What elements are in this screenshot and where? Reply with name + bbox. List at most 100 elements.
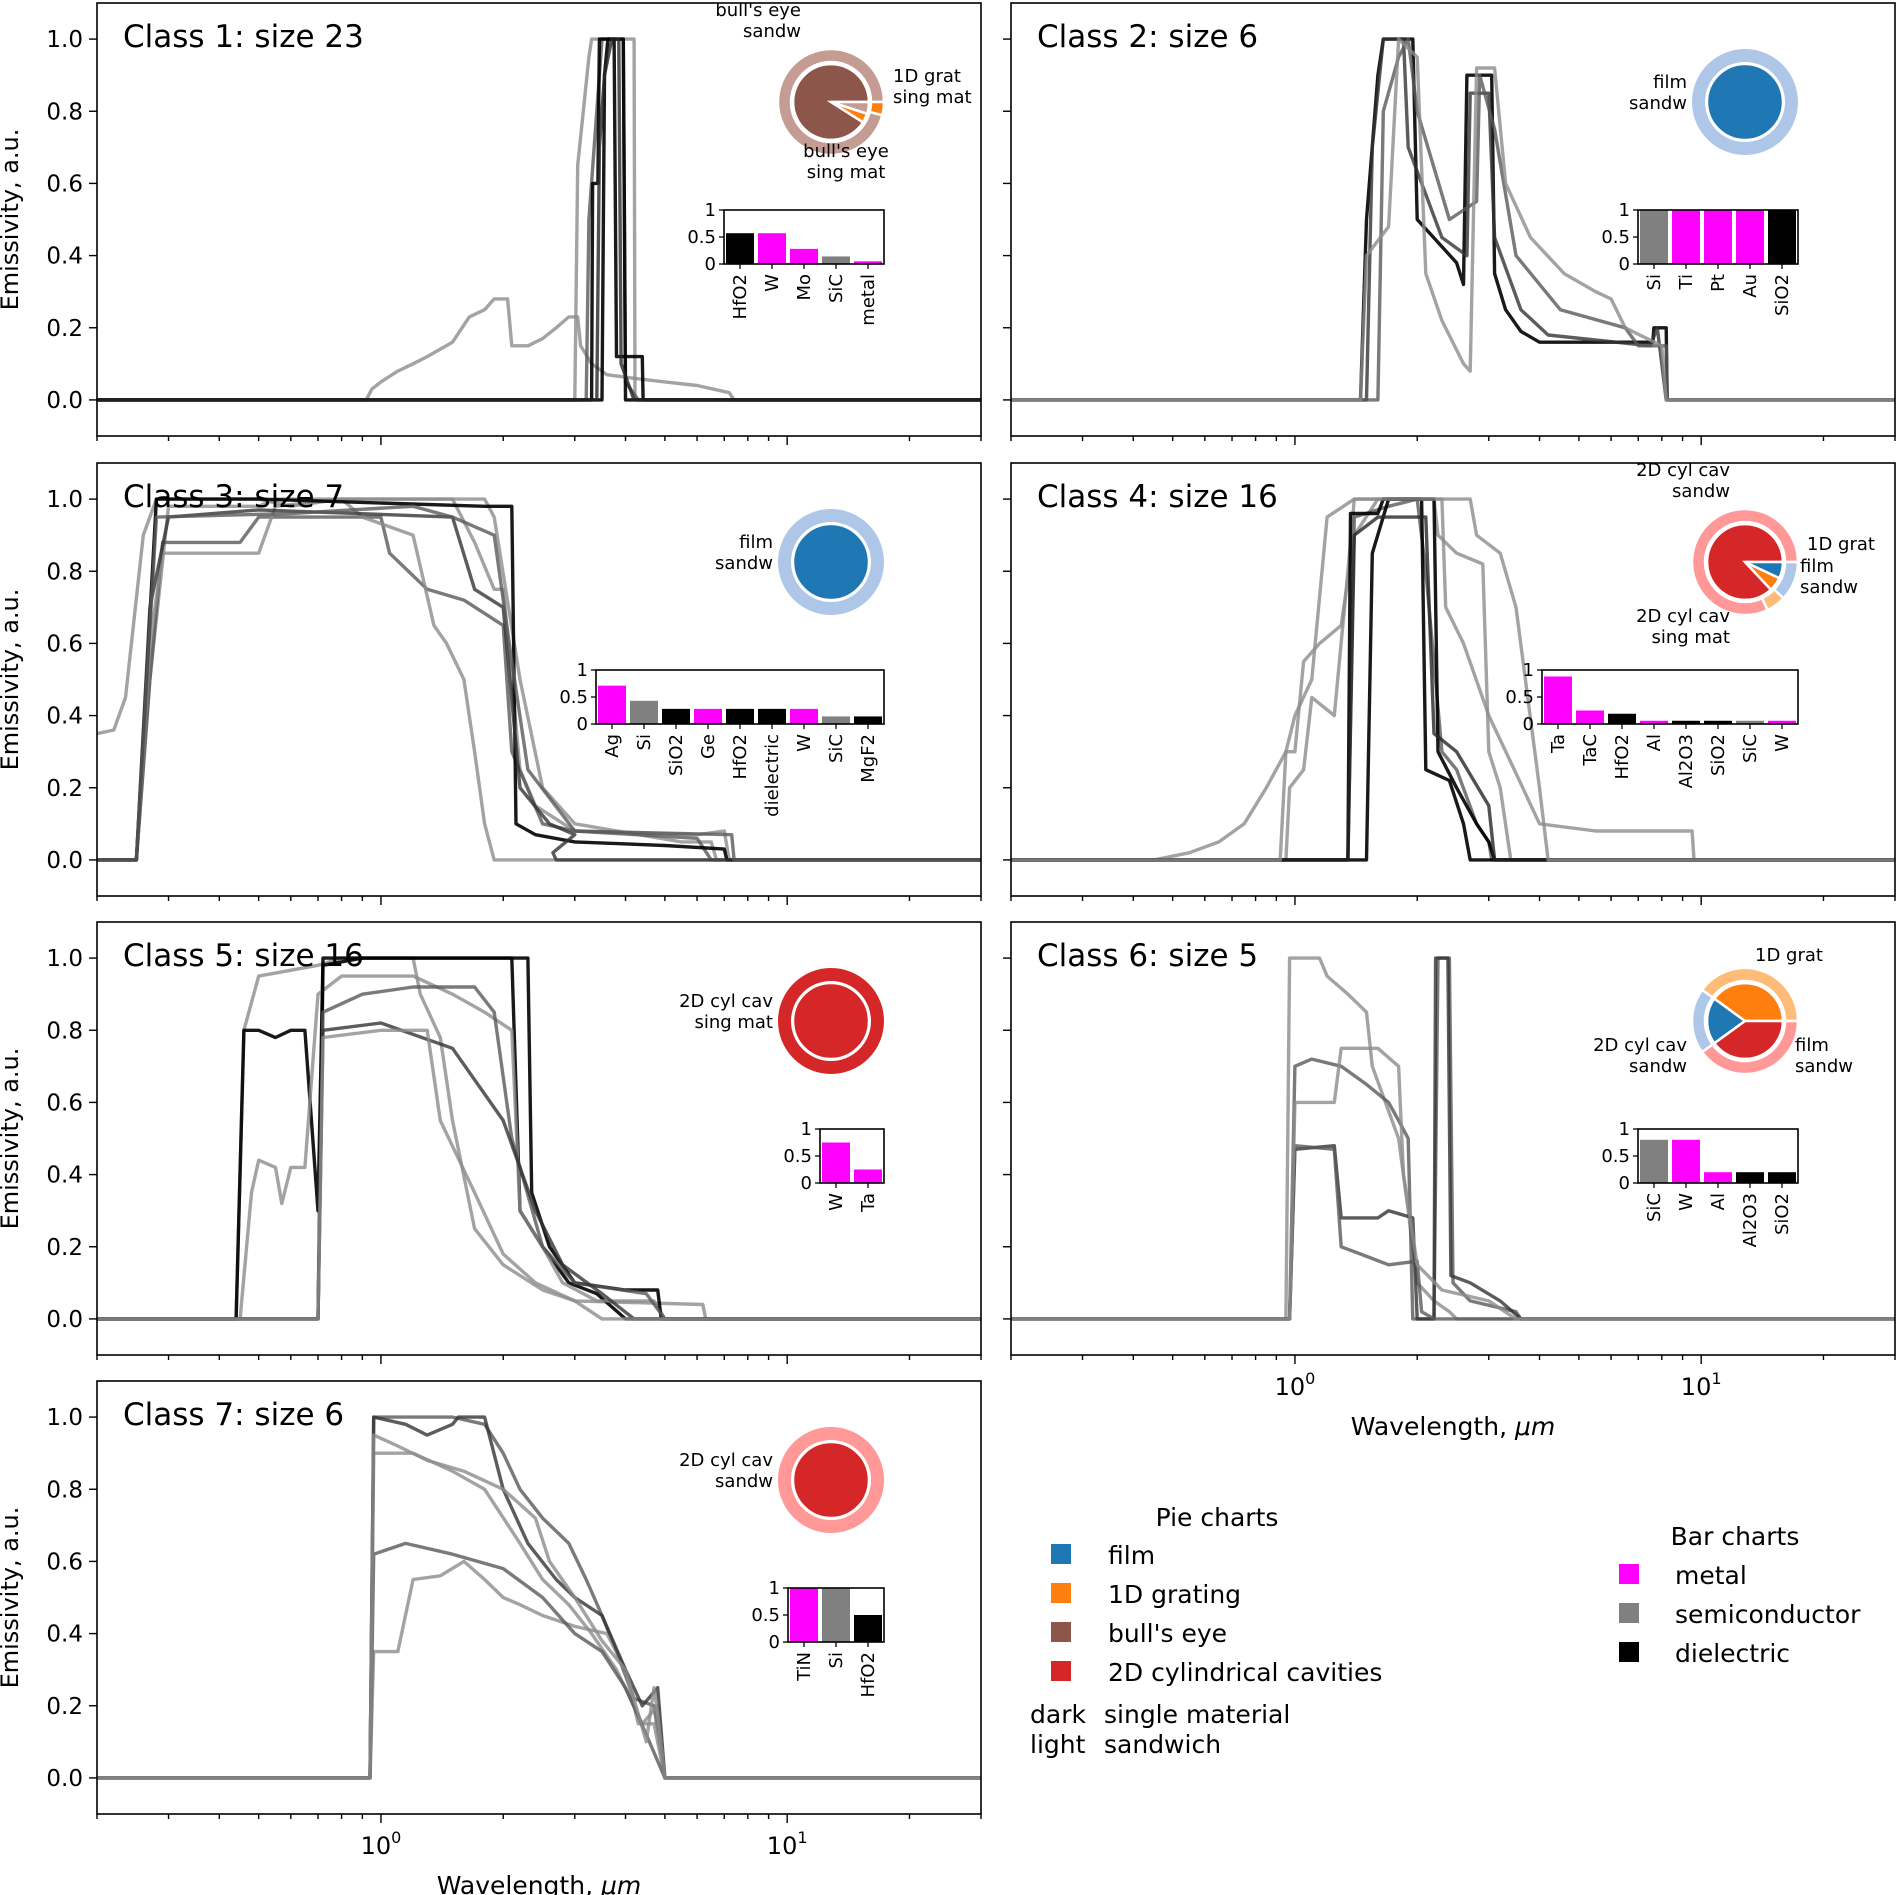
bar-y-tick-label: 0 — [1619, 254, 1630, 275]
outer-slice-1 — [1692, 49, 1798, 155]
pie-legend-swatch — [1051, 1544, 1071, 1564]
spectrum-line-4 — [97, 497, 981, 862]
spectrum-line-5 — [1011, 1046, 1895, 1321]
bar-inset: 0 0.5 1 TiN Si HfO2 — [751, 1578, 885, 1698]
bar-au — [1736, 210, 1764, 264]
bar-legend-swatch — [1619, 1564, 1639, 1584]
y-tick-label: 0.2 — [46, 776, 83, 802]
bar-mgf2 — [854, 716, 882, 724]
spectrum-line-3 — [97, 974, 981, 1321]
pie-label: sing mat — [893, 87, 972, 108]
bar-mo — [790, 248, 818, 264]
x-axis-labels: 100 101 Wavelength, μm — [361, 1828, 808, 1895]
x-ticks — [96, 1814, 982, 1823]
bar-category-label: Al2O3 — [1740, 1193, 1761, 1247]
x-tick-label: 100 — [361, 1828, 402, 1860]
pie-legend-label: bull's eye — [1108, 1619, 1227, 1648]
outer-slice-1 — [776, 47, 886, 157]
bar-category-label: Al — [1708, 1193, 1729, 1210]
pie-label: film — [1795, 1035, 1829, 1056]
pie-label: sandw — [1672, 481, 1730, 502]
outer-slice-3 — [1772, 560, 1800, 601]
panel-title: Class 5: size 16 — [123, 938, 364, 974]
pie-legend-swatch — [1051, 1583, 1071, 1603]
pie-label: 2D cyl cav — [679, 1450, 773, 1471]
bar-hfo2 — [1608, 713, 1636, 724]
pie-label: 1D grat — [893, 66, 961, 87]
pie-label: 2D cyl cav — [1593, 1035, 1687, 1056]
bar-inset: 0 0.5 1 HfO2 W Mo SiC metal — [687, 200, 885, 326]
x-ticks — [96, 896, 982, 905]
bar-category-label: Ge — [698, 734, 719, 759]
inner-slice-1 — [1707, 64, 1783, 140]
pie-label: film — [739, 532, 773, 553]
bar-category-label: Ta — [1548, 734, 1569, 754]
bar-category-label: Si — [826, 1652, 847, 1668]
inner-slice-1 — [793, 983, 869, 1059]
spectrum-line-4 — [1011, 37, 1895, 402]
bar-tin — [790, 1588, 818, 1642]
bar-category-label: Al2O3 — [1676, 734, 1697, 788]
spectrum-line-4 — [97, 1415, 981, 1780]
bar-y-tick-label: 0.5 — [687, 227, 716, 248]
x-axis-label: Wavelength, μm — [437, 1871, 641, 1895]
bar-category-label: Ti — [1676, 274, 1697, 290]
bar-y-tick-label: 1 — [1619, 1119, 1630, 1140]
bar-y-tick-label: 0.5 — [559, 687, 588, 708]
outer-slice-2 — [868, 100, 886, 117]
spectrum-line-2 — [97, 1559, 981, 1780]
bar-y-tick-label: 1 — [577, 660, 588, 681]
bar-y-tick-label: 0 — [577, 714, 588, 735]
bar-y-tick-label: 1 — [801, 1119, 812, 1140]
y-axis: 0.0 0.2 0.4 0.6 0.8 1.0 Emissivity, a.u. — [0, 487, 97, 874]
spectrum-line-7 — [1011, 497, 1895, 862]
bar-al2o3 — [1672, 720, 1700, 724]
pie-legend-label: film — [1108, 1541, 1155, 1570]
pie-label: bull's eye — [715, 0, 801, 21]
bar-category-label: HfO2 — [858, 1652, 879, 1698]
bar-inset: 0 0.5 1 Ag Si SiO2 Ge HfO2 dielectric W SiC MgF2 — [559, 660, 885, 817]
bar-category-label: TiN — [794, 1652, 815, 1682]
bar-legend-title: Bar charts — [1671, 1522, 1800, 1551]
bar-legend-swatch — [1619, 1642, 1639, 1662]
y-tick-label: 0.8 — [46, 99, 83, 125]
bar-category-label: Si — [1644, 274, 1665, 290]
y-tick-label: 1.0 — [46, 27, 83, 53]
pie-legend-label: 1D grating — [1108, 1580, 1241, 1609]
spectrum-line-6 — [97, 37, 981, 402]
pie-label: sing mat — [694, 1012, 773, 1033]
y-axis — [1003, 498, 1011, 861]
spectrum-line-6 — [97, 1433, 981, 1780]
bar-category-label: W — [762, 274, 783, 292]
axes-frame — [1010, 2, 1896, 437]
bar-w — [1768, 720, 1796, 724]
bar-si — [1640, 210, 1668, 264]
pie-label: 2D cyl cav — [1636, 460, 1730, 481]
bar-legend-label: metal — [1675, 1561, 1747, 1590]
pie-label: 1D grat — [1807, 534, 1875, 555]
y-tick-label: 0.0 — [46, 388, 83, 414]
bar-legend-swatch — [1619, 1603, 1639, 1623]
bar-sio2 — [1768, 1172, 1796, 1183]
spectra-lines — [96, 497, 981, 862]
outer-slice-1 — [778, 509, 884, 615]
spectra-lines — [97, 1415, 981, 1780]
bar-sic — [822, 716, 850, 724]
y-tick-label: 1.0 — [46, 946, 83, 972]
inner-ring-border — [1705, 981, 1785, 1061]
bar-sio2 — [1768, 210, 1796, 264]
panel-class-5: 0.0 0.2 0.4 0.6 0.8 1.0 Emissivity, a.u. Class … — [0, 921, 982, 1364]
bar-sic — [1736, 720, 1764, 724]
bar-y-tick-label: 0 — [769, 1632, 780, 1653]
pie-label: sandw — [1800, 577, 1858, 598]
panel-title: Class 4: size 16 — [1037, 479, 1278, 515]
spectrum-line-2 — [97, 37, 981, 402]
spectrum-line-6 — [1011, 515, 1895, 862]
